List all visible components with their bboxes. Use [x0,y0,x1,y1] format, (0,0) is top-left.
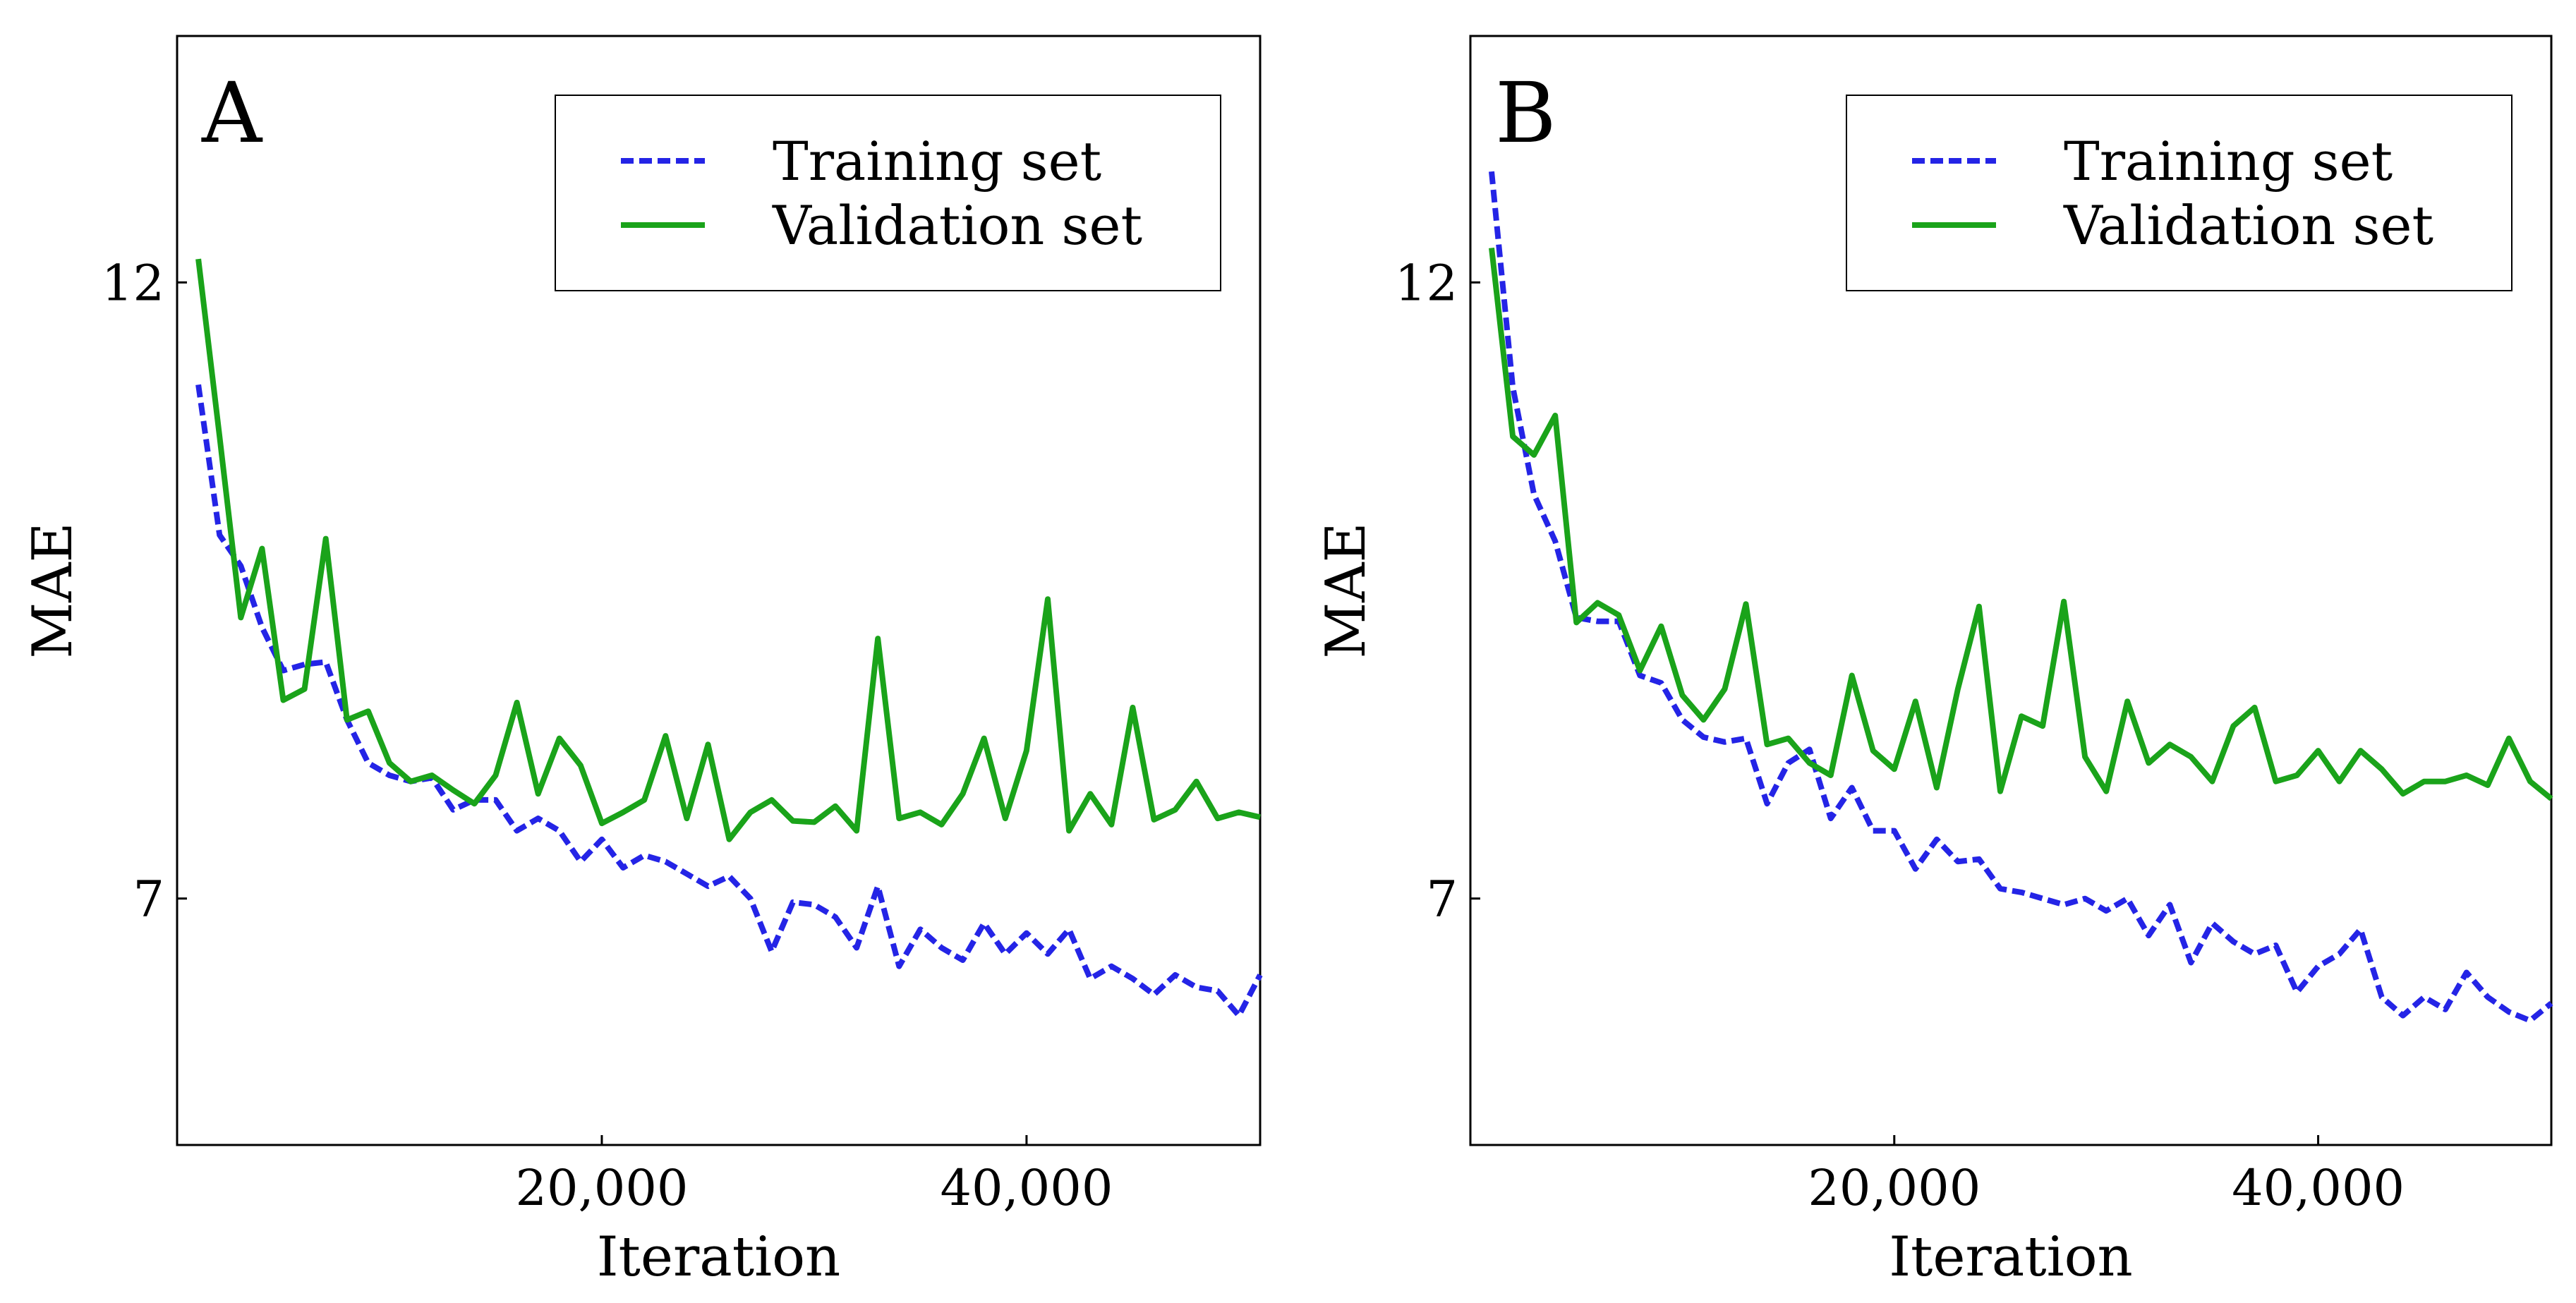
x-axis-label: Iteration [1889,1225,2133,1289]
series-line [195,258,1261,842]
panel-label: B [1495,64,1556,162]
legend-box [555,95,1221,291]
series-line [1489,247,2553,801]
y-axis-label: MAE [1314,522,1378,658]
legend-label: Validation set [772,194,1142,257]
series-line [195,384,1263,1019]
y-tick-label: 7 [133,871,164,928]
series-line [1489,171,2553,1024]
y-tick-label: 12 [1395,254,1458,312]
plot-frame [1469,35,2553,1146]
legend-label: Training set [773,130,1101,193]
x-tick-label: 20,000 [515,1159,688,1217]
legend-label: Validation set [2063,194,2433,257]
panel-label: A [201,64,263,162]
y-tick-label: 12 [102,254,164,312]
x-tick-label: 40,000 [2232,1159,2405,1217]
legend-label: Training set [2064,130,2393,193]
plot-frame [176,35,1262,1146]
legend-box [1846,95,2512,291]
x-tick-label: 20,000 [1808,1159,1981,1217]
y-axis-label: MAE [21,522,85,658]
y-tick-label: 7 [1426,871,1458,928]
x-axis-label: Iteration [597,1225,841,1289]
x-tick-label: 40,000 [940,1159,1113,1217]
